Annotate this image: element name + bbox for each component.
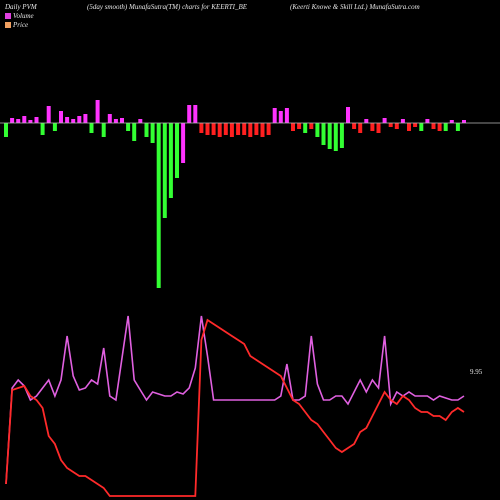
volume-bar — [443, 123, 448, 131]
volume-bar — [52, 123, 57, 131]
volume-bar — [303, 123, 308, 133]
volume-bar — [278, 111, 283, 123]
volume-bar — [229, 123, 234, 137]
legend-volume-swatch — [5, 13, 11, 19]
volume-bar — [22, 116, 27, 123]
volume-bar — [388, 123, 393, 127]
volume-bar — [346, 107, 350, 123]
volume-bar — [193, 105, 198, 123]
volume-bar — [394, 123, 399, 129]
volume-bar — [462, 120, 466, 123]
volume-bar — [339, 123, 344, 148]
volume-bar — [65, 117, 70, 123]
volume-bar — [260, 123, 265, 137]
legend-volume: Volume — [5, 12, 34, 20]
volume-bar — [364, 119, 369, 123]
legend-price: Price — [5, 21, 28, 29]
volume-line-series — [5, 315, 465, 485]
volume-bar — [181, 123, 186, 163]
volume-bar — [400, 119, 405, 123]
volume-bars — [4, 100, 466, 288]
volume-bar — [272, 108, 277, 123]
volume-bar — [34, 117, 39, 123]
chart-title-center: (5day smooth) MunafaSutra(TM) charts for… — [87, 3, 248, 11]
volume-bar — [83, 114, 88, 123]
volume-bar — [138, 119, 143, 123]
volume-bar — [187, 105, 192, 123]
volume-bar — [199, 123, 204, 133]
legend-price-label: Price — [13, 21, 29, 29]
volume-bar — [16, 119, 21, 123]
volume-bar — [205, 123, 210, 135]
volume-bar — [156, 123, 161, 288]
volume-bar — [89, 123, 94, 133]
volume-bar — [162, 123, 167, 218]
volume-bar — [132, 123, 137, 141]
volume-bar — [315, 123, 320, 137]
volume-bar — [242, 123, 247, 135]
volume-bar — [370, 123, 375, 131]
volume-bar — [376, 123, 381, 133]
volume-bar — [126, 123, 131, 131]
volume-bar — [59, 111, 63, 123]
volume-bar — [95, 100, 100, 123]
volume-bar — [297, 123, 302, 129]
volume-bar — [309, 123, 314, 129]
volume-bar — [223, 123, 228, 135]
volume-bar — [449, 120, 454, 123]
volume-bar — [107, 114, 112, 123]
volume-bar — [248, 123, 253, 137]
volume-bar — [10, 118, 15, 123]
volume-bar — [413, 123, 418, 127]
volume-bar — [113, 119, 118, 123]
volume-bar — [333, 123, 338, 151]
volume-bar — [150, 123, 155, 143]
volume-bar — [382, 118, 387, 123]
volume-bar — [431, 123, 436, 129]
volume-bar — [321, 123, 326, 145]
volume-bar — [254, 123, 259, 135]
volume-bar — [407, 123, 411, 131]
volume-bar — [425, 119, 430, 123]
volume-bar — [327, 123, 332, 149]
volume-bar — [101, 123, 106, 137]
volume-bar — [77, 116, 82, 123]
legend-volume-label: Volume — [13, 12, 34, 20]
volume-bar — [236, 123, 241, 135]
volume-bar — [40, 123, 45, 135]
volume-bar — [28, 120, 33, 123]
volume-bar — [358, 123, 363, 133]
volume-bar — [71, 119, 76, 123]
volume-bar — [4, 123, 8, 137]
volume-bar — [211, 123, 216, 135]
volume-bar — [455, 123, 460, 131]
volume-bar — [144, 123, 149, 137]
volume-bar — [175, 123, 179, 178]
volume-bar — [46, 106, 51, 123]
volume-bar — [217, 123, 222, 137]
chart-title-left: Daily PVM — [5, 3, 37, 11]
volume-bar — [284, 108, 289, 123]
last-price-label: 9.95 — [470, 368, 483, 376]
price-line-series — [5, 318, 465, 497]
volume-bar — [266, 123, 271, 135]
volume-bar — [120, 118, 124, 123]
volume-bar — [168, 123, 173, 198]
chart-title-right: (Keerti Knowe & Skill Ltd.) MunafaSutra.… — [290, 3, 420, 11]
volume-bar — [437, 123, 442, 131]
legend-price-swatch — [5, 22, 11, 28]
volume-bar — [291, 123, 295, 131]
volume-bar — [352, 123, 357, 129]
volume-bar — [419, 123, 424, 131]
